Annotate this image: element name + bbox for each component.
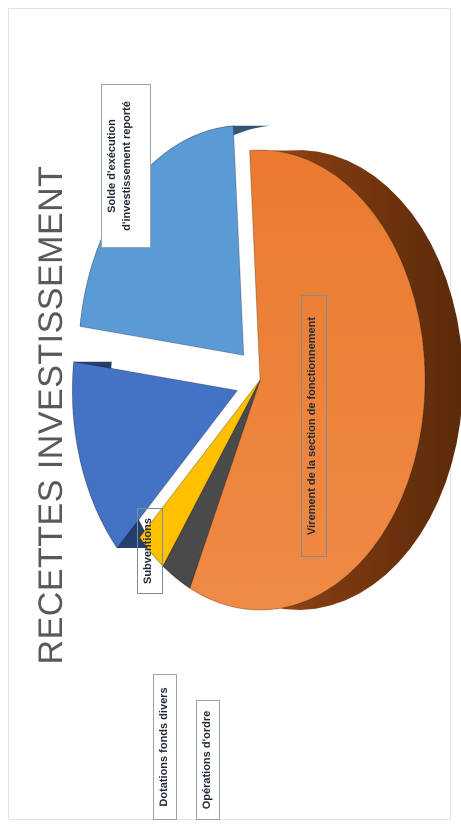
label-operations: Opérations d'ordre xyxy=(196,700,220,820)
label-dotations: Dotations fonds divers xyxy=(153,674,177,820)
label-subventions: Subventions xyxy=(137,508,163,594)
label-solde-line1: Solde d'exécution xyxy=(106,119,118,213)
label-solde: Solde d'exécution d'investissement repor… xyxy=(101,84,151,248)
slice-operations xyxy=(162,379,261,589)
label-solde-line2: d'investissement reporté xyxy=(121,101,133,231)
label-virement: Virement de la section de fonctionnement xyxy=(301,295,327,557)
slice-virement xyxy=(189,149,426,611)
slice-dotations xyxy=(139,379,261,567)
slice-subventions xyxy=(71,361,239,549)
